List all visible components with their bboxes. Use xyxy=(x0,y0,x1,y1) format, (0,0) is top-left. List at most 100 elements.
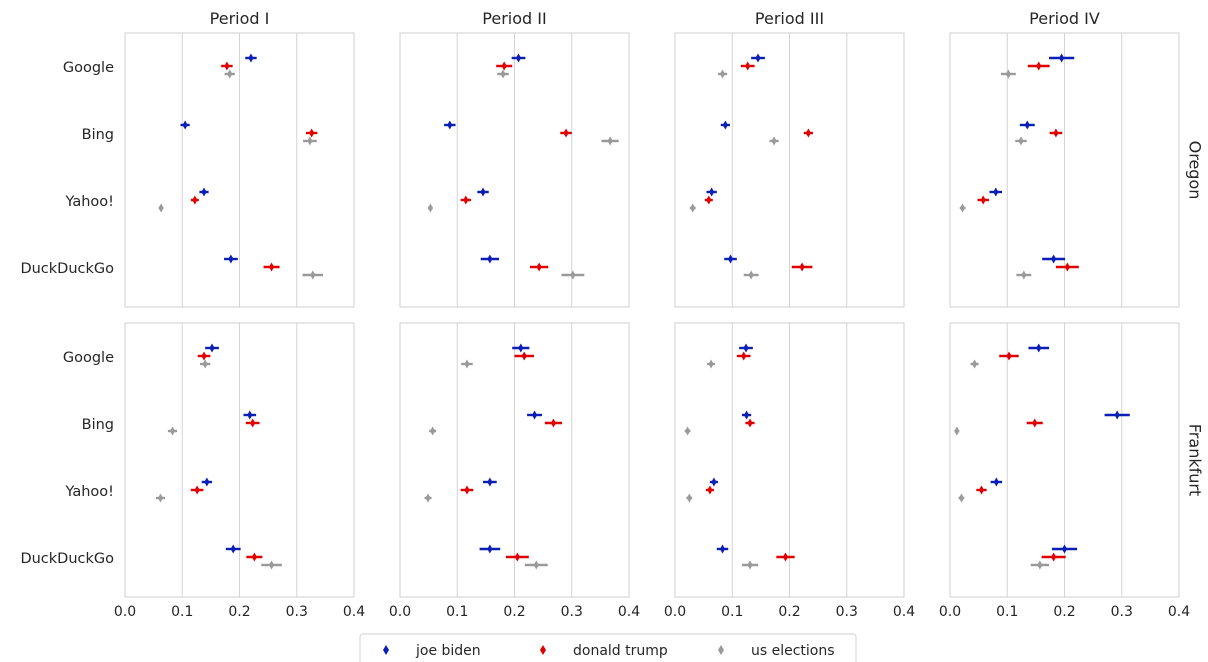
legend-marker-joe-biden xyxy=(383,645,389,655)
y-tick-label-duckduckgo: DuckDuckGo xyxy=(20,261,114,277)
point-us-elections-google xyxy=(1005,69,1011,79)
point-joe-biden-google xyxy=(248,53,254,63)
point-us-elections-duckduckgo xyxy=(748,270,754,280)
column-title-period-iv: Period IV xyxy=(1029,9,1100,28)
point-joe-biden-google xyxy=(515,53,522,63)
point-us-elections-bing xyxy=(307,136,313,146)
x-tick-label: 0.0 xyxy=(939,604,961,620)
point-donald-trump-duckduckgo xyxy=(268,262,275,272)
x-tick-label: 0.3 xyxy=(561,604,583,620)
point-donald-trump-yahoo xyxy=(463,195,469,205)
legend-marker-us-elections xyxy=(718,645,724,655)
point-joe-biden-bing xyxy=(447,120,453,130)
y-tick-label-google: Google xyxy=(63,60,114,76)
point-us-elections-bing xyxy=(1018,136,1024,146)
point-donald-trump-bing xyxy=(747,418,753,428)
point-us-elections-yahoo xyxy=(690,203,696,213)
point-us-elections-bing xyxy=(954,426,960,436)
panel-frame xyxy=(124,32,355,308)
panel-frame xyxy=(949,322,1180,598)
point-joe-biden-google xyxy=(755,53,761,63)
point-donald-trump-yahoo xyxy=(978,485,985,495)
point-donald-trump-google xyxy=(201,351,207,361)
point-joe-biden-yahoo xyxy=(993,187,999,197)
point-joe-biden-duckduckgo xyxy=(487,544,493,554)
panel-frame xyxy=(399,32,630,308)
column-title-period-i: Period I xyxy=(210,9,270,28)
point-donald-trump-duckduckgo xyxy=(1051,552,1057,562)
point-joe-biden-bing xyxy=(722,120,728,130)
point-donald-trump-duckduckgo xyxy=(799,262,805,272)
point-joe-biden-yahoo xyxy=(487,477,493,487)
legend-marker-donald-trump xyxy=(540,645,546,655)
x-tick-label: 0.1 xyxy=(996,604,1018,620)
panel-frankfurt-period-iii xyxy=(674,322,905,598)
panel-frame xyxy=(124,322,355,598)
panel-frame xyxy=(674,322,905,598)
point-donald-trump-duckduckgo xyxy=(514,552,520,562)
point-donald-trump-yahoo xyxy=(706,195,712,205)
panel-frame xyxy=(949,32,1180,308)
panel-frankfurt-period-ii xyxy=(399,322,630,598)
x-tick-label: 0.4 xyxy=(343,604,365,620)
x-tick-label: 0.0 xyxy=(114,604,136,620)
point-us-elections-bing xyxy=(607,136,613,146)
point-joe-biden-duckduckgo xyxy=(1051,254,1057,264)
point-us-elections-bing xyxy=(169,426,176,436)
point-us-elections-yahoo xyxy=(425,493,431,503)
point-joe-biden-bing xyxy=(247,410,253,420)
point-donald-trump-bing xyxy=(309,128,315,138)
point-joe-biden-bing xyxy=(743,410,750,420)
point-donald-trump-duckduckgo xyxy=(536,262,542,272)
panel-oregon-period-ii xyxy=(399,32,630,308)
point-joe-biden-duckduckgo xyxy=(727,254,734,264)
column-title-period-iii: Period III xyxy=(755,9,824,28)
legend: joe biden donald trump us elections xyxy=(359,633,857,662)
point-us-elections-duckduckgo xyxy=(1037,560,1043,570)
point-donald-trump-bing xyxy=(563,128,569,138)
point-us-elections-duckduckgo xyxy=(747,560,753,570)
point-us-elections-duckduckgo xyxy=(570,270,576,280)
point-us-elections-bing xyxy=(771,136,777,146)
x-tick-label: 0.3 xyxy=(836,604,858,620)
point-us-elections-google xyxy=(202,359,208,369)
point-us-elections-google xyxy=(972,359,978,369)
row-label-oregon: Oregon xyxy=(1186,141,1205,200)
x-tick-label: 0.3 xyxy=(286,604,308,620)
panel-frame xyxy=(399,322,630,598)
y-tick-label-bing: Bing xyxy=(82,127,114,143)
point-us-elections-google xyxy=(464,359,470,369)
point-joe-biden-yahoo xyxy=(480,187,486,197)
point-donald-trump-google xyxy=(521,351,527,361)
x-tick-label: 0.4 xyxy=(618,604,640,620)
point-donald-trump-bing xyxy=(1032,418,1038,428)
point-us-elections-yahoo xyxy=(157,493,164,503)
x-tick-label: 0.3 xyxy=(1111,604,1133,620)
point-us-elections-yahoo xyxy=(686,493,692,503)
point-joe-biden-yahoo xyxy=(711,477,717,487)
x-tick-label: 0.0 xyxy=(664,604,686,620)
point-us-elections-yahoo xyxy=(958,493,965,503)
point-us-elections-google xyxy=(500,69,506,79)
point-joe-biden-bing xyxy=(1114,410,1120,420)
point-donald-trump-google xyxy=(224,61,230,71)
point-joe-biden-google xyxy=(743,343,749,353)
point-us-elections-google xyxy=(227,69,233,79)
point-donald-trump-bing xyxy=(1053,128,1059,138)
point-joe-biden-google xyxy=(1036,343,1042,353)
point-donald-trump-bing xyxy=(805,128,811,138)
legend-label-donald-trump: donald trump xyxy=(573,643,668,659)
point-us-elections-bing xyxy=(430,426,436,436)
y-tick-label-yahoo: Yahoo! xyxy=(65,194,115,210)
row-label-frankfurt: Frankfurt xyxy=(1186,424,1205,496)
x-tick-label: 0.1 xyxy=(721,604,743,620)
point-donald-trump-bing xyxy=(250,418,256,428)
point-us-elections-duckduckgo xyxy=(310,270,316,280)
point-joe-biden-google xyxy=(1059,53,1065,63)
point-donald-trump-duckduckgo xyxy=(1064,262,1070,272)
x-tick-label: 0.2 xyxy=(503,604,525,620)
point-donald-trump-google xyxy=(1036,61,1042,71)
point-joe-biden-duckduckgo xyxy=(228,254,234,264)
panel-oregon-period-iii xyxy=(674,32,905,308)
